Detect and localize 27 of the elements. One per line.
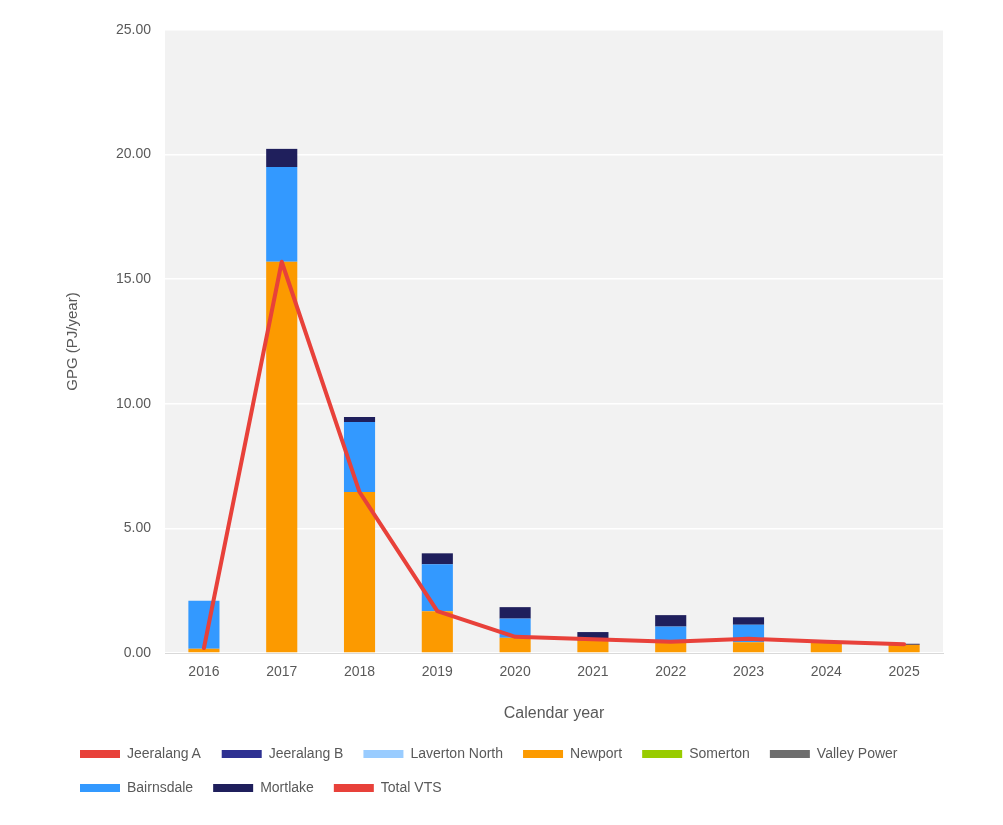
- y-tick-label: 5.00: [123, 519, 152, 536]
- legend-label: Laverton North: [410, 744, 504, 761]
- legend-label: Total VTS: [380, 778, 442, 795]
- legend-label: Bairnsdale: [127, 778, 194, 795]
- x-axis-title: Calendar year: [503, 703, 605, 721]
- y-tick-label: 0.00: [123, 643, 152, 660]
- x-tick-label: 2025: [888, 663, 920, 680]
- x-tick-label: 2017: [266, 663, 298, 680]
- legend-label: Somerton: [689, 744, 750, 761]
- x-tick-label: 2016: [188, 663, 220, 680]
- legend-label: Jeeralang B: [268, 744, 344, 761]
- y-axis-title: GPG (PJ/year): [63, 292, 81, 391]
- y-tick-label: 25.00: [115, 20, 152, 37]
- x-tick-label: 2024: [810, 663, 843, 680]
- y-tick-label: 15.00: [115, 270, 152, 287]
- x-tick-label: 2019: [421, 663, 454, 680]
- legend-label: Jeeralang A: [127, 744, 202, 761]
- x-tick-label: 2021: [577, 663, 609, 680]
- x-tick-label: 2022: [655, 663, 687, 680]
- x-tick-label: 2023: [732, 663, 765, 680]
- x-tick-label: 2020: [499, 663, 531, 680]
- y-tick-label: 20.00: [115, 145, 152, 162]
- legend-label: Mortlake: [260, 778, 315, 795]
- x-tick-label: 2018: [343, 663, 376, 680]
- y-tick-label: 10.00: [115, 394, 152, 411]
- legend-label: Newport: [570, 744, 623, 761]
- legend-label: Valley Power: [816, 744, 898, 761]
